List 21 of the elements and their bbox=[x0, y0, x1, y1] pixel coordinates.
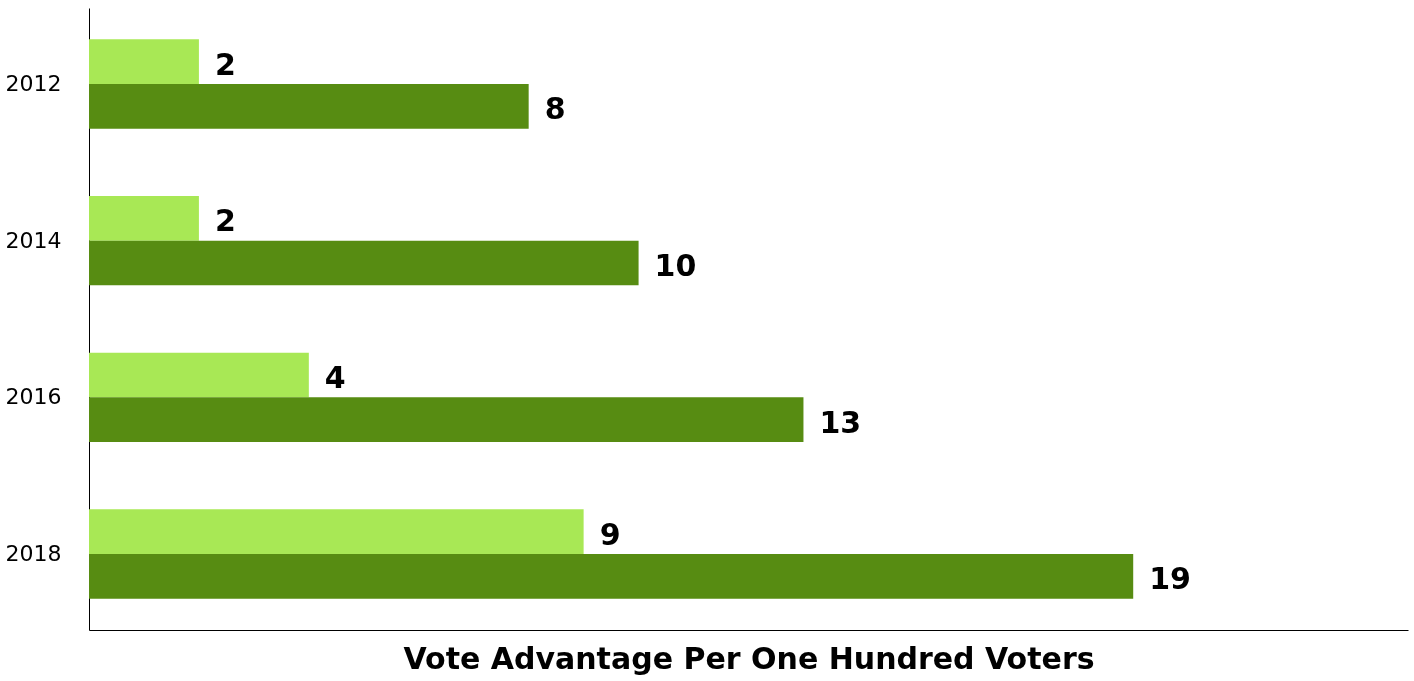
data-label: 2 bbox=[214, 203, 236, 239]
bar bbox=[89, 554, 1134, 599]
data-label: 13 bbox=[819, 404, 862, 440]
bar bbox=[89, 509, 584, 555]
data-label: 10 bbox=[654, 247, 697, 283]
data-label: 9 bbox=[599, 516, 621, 552]
data-label: 8 bbox=[544, 91, 566, 127]
data-label: 4 bbox=[324, 360, 346, 396]
bar bbox=[89, 196, 199, 241]
bar bbox=[89, 39, 199, 84]
y-tick-label: 2018 bbox=[5, 541, 62, 567]
bar bbox=[89, 240, 639, 286]
x-axis-title: Vote Advantage Per One Hundred Voters bbox=[403, 640, 1095, 676]
bar bbox=[89, 83, 529, 129]
data-label: 19 bbox=[1149, 561, 1191, 597]
data-label: 2 bbox=[214, 46, 236, 82]
y-tick-label: 2014 bbox=[5, 227, 62, 253]
bar bbox=[89, 397, 804, 442]
y-tick-label: 2012 bbox=[5, 70, 62, 96]
y-tick-label: 2016 bbox=[5, 384, 62, 410]
bar bbox=[89, 352, 309, 398]
